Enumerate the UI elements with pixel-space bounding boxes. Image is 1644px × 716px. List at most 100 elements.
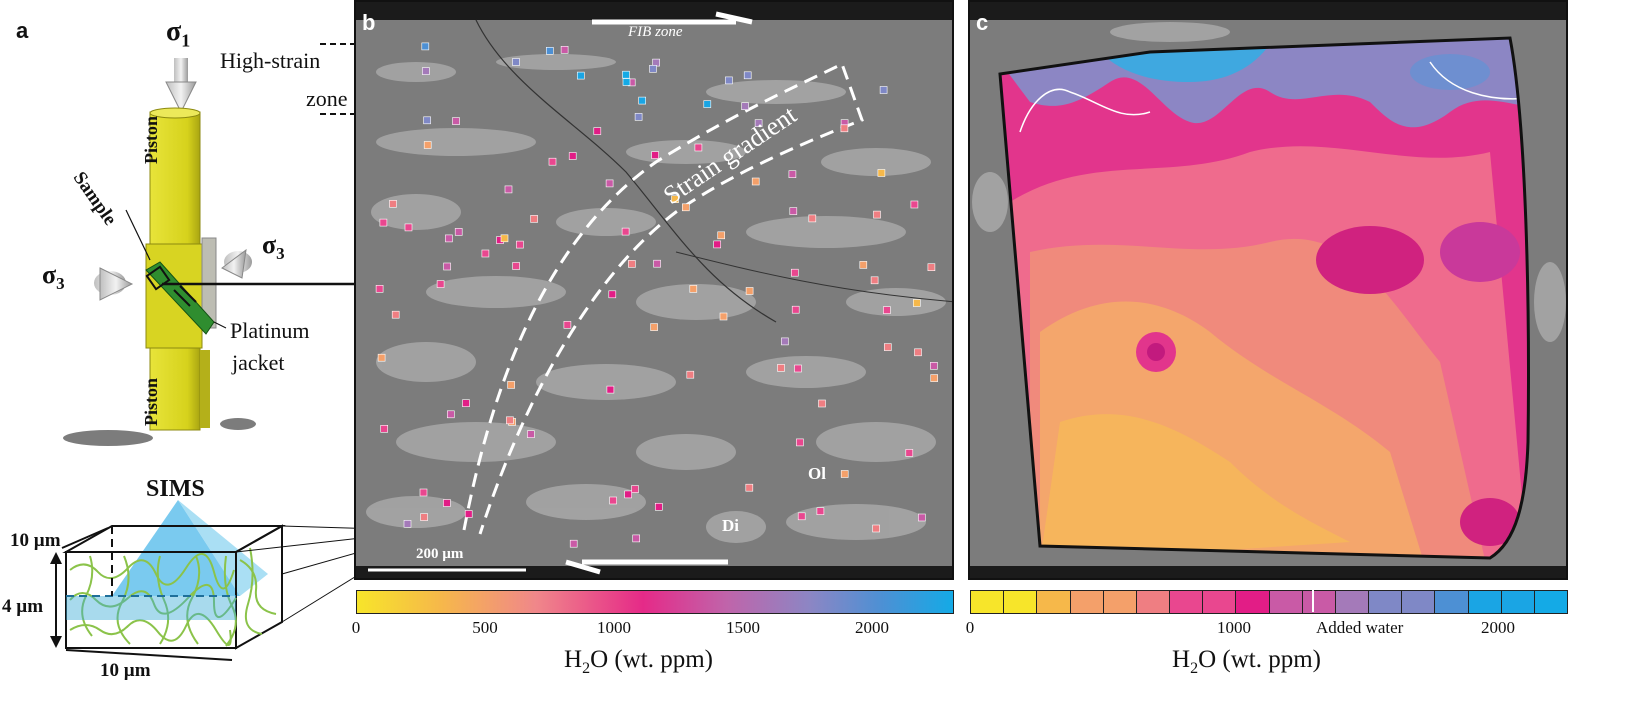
sims-spot: [840, 124, 849, 133]
sims-spot: [421, 42, 430, 51]
sims-spot: [624, 490, 632, 499]
cbar-b-tick: 1000: [597, 618, 631, 637]
added-water-marker: [1312, 590, 1314, 612]
sims-spot: [877, 169, 886, 177]
panel-c-contour-map: [970, 2, 1566, 578]
dim-10um-arrow: [65, 649, 233, 661]
sims-spot: [422, 67, 430, 75]
panel-b-microstructure: [356, 2, 952, 578]
piston-shadow-right: [220, 418, 256, 430]
cbar-c-step: [1335, 591, 1370, 613]
sims-spot: [593, 127, 602, 135]
sims-spot: [621, 227, 630, 236]
cbar-b-tick: 2000: [855, 618, 889, 637]
cbar-c-tick: 2000: [1481, 618, 1515, 637]
zoom-line-3: [281, 573, 360, 623]
sims-spot: [577, 71, 585, 80]
cbar-c-step: [1170, 591, 1204, 613]
sigma3-right-arrow: [221, 248, 247, 279]
cbar-c-step: [1435, 591, 1469, 613]
sigma1-arrow-shaft: [174, 58, 188, 84]
cbar-b-tick: 0: [351, 618, 361, 637]
panel-b-colorbar: [356, 590, 954, 614]
sims-spot: [725, 76, 733, 85]
sims-spot: [568, 152, 577, 160]
panel-a-label: a: [16, 18, 29, 43]
sims-spot: [609, 496, 617, 505]
cbar-b-tick: 1500: [726, 618, 760, 637]
sims-spot: [628, 260, 636, 268]
cbar-c-step: [1236, 591, 1270, 613]
sims-spot: [606, 385, 615, 394]
sims-spot: [870, 276, 879, 285]
sims-spot: [905, 449, 914, 457]
sims-spot: [713, 240, 722, 249]
sims-spot: [631, 485, 639, 493]
sims-spot: [527, 430, 535, 439]
mineral-diopside-label: Di: [722, 516, 739, 535]
sims-spot: [754, 119, 763, 127]
cbar-c-step: [1269, 591, 1303, 613]
panel-b-label: b: [362, 10, 376, 35]
panel-c-label: c: [976, 10, 989, 35]
dim-10um-bottom-label: 10 µm: [100, 660, 151, 681]
sims-spot: [500, 234, 509, 243]
panel-b-colorbar-ticks: 0 500 1000 1500 2000: [352, 618, 952, 642]
sims-spot: [546, 46, 554, 55]
cbar-c-step: [971, 591, 1005, 613]
sims-spot: [622, 70, 630, 79]
zoom-line-4: [235, 537, 360, 553]
sims-spot: [605, 179, 614, 188]
shear-arrow-2: [179, 285, 197, 303]
sims-spot: [481, 249, 490, 258]
platinum-leader-line: [213, 321, 227, 329]
sims-spot: [686, 370, 695, 379]
panel-c-colorbar-title: H2O (wt. ppm): [1172, 646, 1321, 677]
cbar-c-step: [1004, 591, 1038, 613]
jacket-label: jacket: [232, 350, 285, 375]
sims-spot: [608, 290, 617, 299]
cbar-c-step: [1468, 591, 1502, 613]
sims-spot: [840, 470, 849, 478]
sigma1-label: σ1: [166, 16, 191, 51]
sims-spot: [872, 524, 880, 533]
sims-spot: [375, 284, 384, 293]
sims-spot: [443, 499, 451, 507]
cbar-c-step: [1302, 591, 1336, 613]
sims-spot: [464, 510, 473, 518]
added-water-label: Added water: [1316, 618, 1404, 637]
sims-spot: [445, 234, 453, 243]
sims-spot: [816, 507, 825, 516]
sims-spot: [794, 364, 802, 373]
zoom-line-1: [281, 525, 360, 529]
sims-spot: [651, 151, 659, 159]
sims-beam-cone: [112, 500, 240, 596]
sims-spot: [504, 185, 513, 194]
panel-c-map-outline: [998, 36, 1530, 560]
zone-label: zone: [306, 86, 348, 111]
cbar-c-step: [1402, 591, 1436, 613]
zoom-line-2: [281, 551, 360, 575]
sims-spot: [516, 240, 524, 249]
cbar-c-step: [1037, 591, 1071, 613]
sims-spot: [930, 374, 939, 382]
sims-spot: [447, 410, 455, 419]
dim-4um-label: 4 µm: [2, 596, 44, 617]
sims-spot: [717, 231, 726, 240]
sims-spot: [632, 534, 641, 543]
sims-spot: [404, 223, 413, 232]
piston-shadow: [63, 430, 153, 446]
platinum-label: Platinum: [230, 318, 310, 343]
cbar-c-tick: 1000: [1217, 618, 1251, 637]
sims-spot: [377, 353, 386, 362]
cbar-c-step: [1203, 591, 1237, 613]
sims-spot: [638, 96, 647, 105]
sims-spot: [741, 102, 749, 110]
sims-spot: [454, 228, 463, 236]
panel-b-sem-image: [354, 0, 954, 580]
sims-spot: [512, 262, 520, 270]
sims-spot: [751, 177, 760, 186]
dim-10um-top-label: 10 µm: [10, 530, 61, 551]
sims-spot: [654, 502, 663, 511]
sims-spot: [703, 100, 712, 108]
